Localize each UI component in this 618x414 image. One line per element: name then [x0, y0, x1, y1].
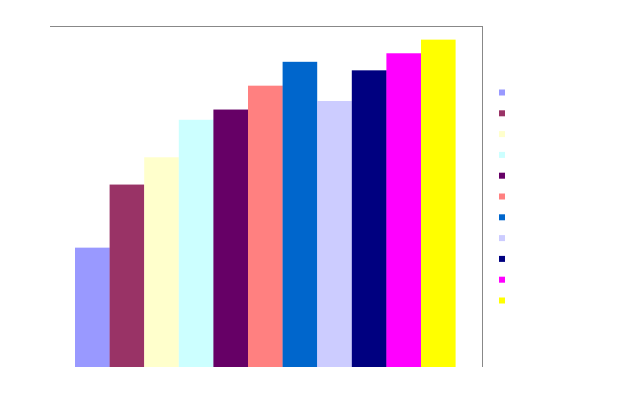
- bar-8: [317, 101, 352, 368]
- bar-4: [178, 119, 214, 367]
- legend-swatch-11: [499, 297, 505, 304]
- legend: [499, 89, 505, 304]
- legend-swatch-2: [499, 110, 505, 117]
- axes: [50, 26, 483, 367]
- legend-swatch-4: [499, 151, 505, 158]
- legend-swatch-5: [499, 172, 505, 179]
- bar-10: [386, 53, 421, 367]
- bar-5: [213, 109, 248, 368]
- bars: [75, 39, 456, 368]
- bar-11: [421, 39, 456, 367]
- bar-1: [75, 247, 110, 367]
- bar-2: [109, 184, 145, 367]
- bar-9: [351, 70, 387, 367]
- legend-swatch-9: [499, 255, 505, 262]
- bar-6: [248, 85, 283, 368]
- legend-swatch-10: [499, 276, 505, 283]
- bar-3: [144, 157, 179, 367]
- legend-swatch-1: [499, 89, 505, 96]
- legend-swatch-6: [499, 193, 505, 200]
- bar-7: [282, 61, 318, 368]
- legend-swatch-8: [499, 235, 505, 242]
- legend-swatch-7: [499, 214, 505, 221]
- legend-swatch-3: [499, 131, 505, 138]
